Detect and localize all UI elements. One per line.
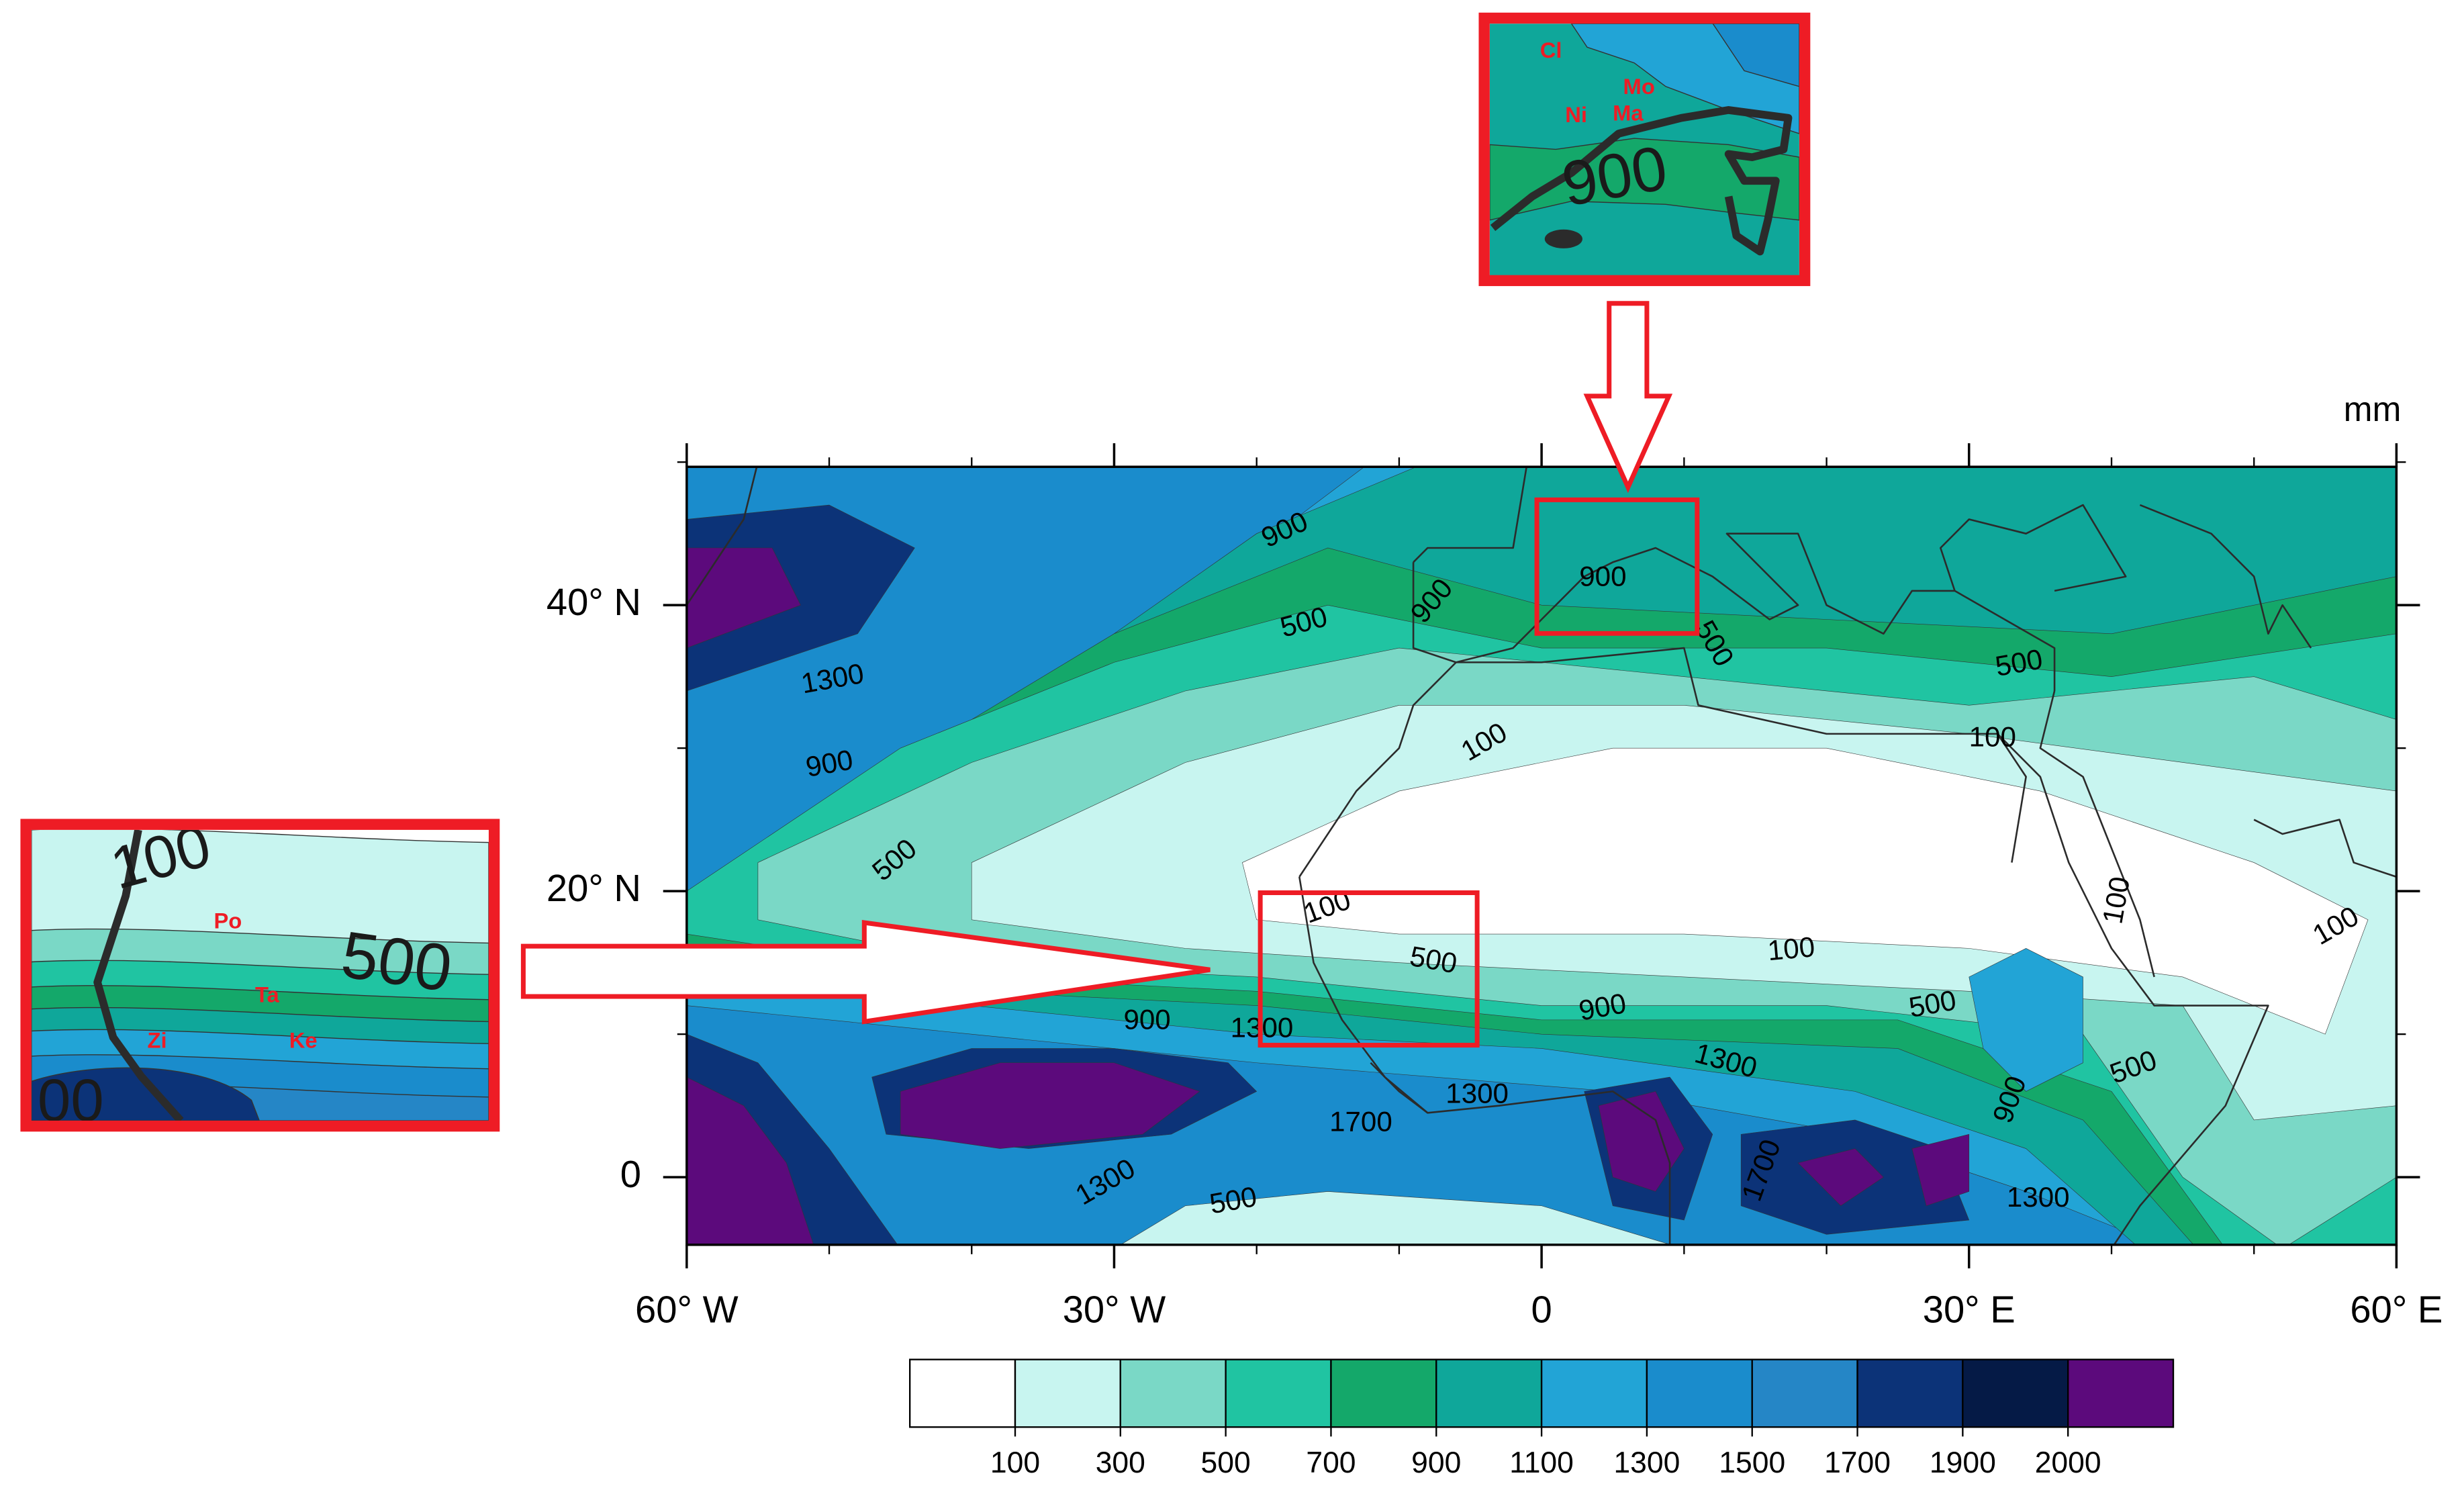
- coastline: [1940, 505, 2126, 591]
- contour-fill: [686, 1077, 815, 1245]
- contour-fill: [686, 548, 801, 648]
- coastline: [1299, 877, 1670, 1249]
- coastline: [1413, 462, 1527, 562]
- colorbar-label: 100: [990, 1446, 1040, 1479]
- inset-fill: [31, 1067, 260, 1121]
- arrow-down: [1583, 301, 1673, 494]
- colorbar-box: [1646, 1358, 1753, 1428]
- inset-fill: [1712, 24, 1799, 87]
- contour-fill: [1912, 1134, 1969, 1205]
- inset-north-frame: [1478, 12, 1811, 287]
- colorbar-box: [1014, 1358, 1121, 1428]
- colorbar-box: [1962, 1358, 2069, 1428]
- y-tick-label: 20° N: [547, 867, 641, 909]
- colorbar-label: 1700: [1824, 1446, 1891, 1479]
- colorbar-label: 900: [1411, 1446, 1461, 1479]
- contour-label: 100: [1766, 931, 1816, 966]
- colorbar-box: [2067, 1358, 2175, 1428]
- arrow-right: [520, 919, 1211, 1025]
- place-label: Ke: [289, 1028, 318, 1053]
- x-tick-label: 30° E: [1923, 1288, 2016, 1330]
- colorbar-label: 300: [1096, 1446, 1145, 1479]
- place-label: Ta: [255, 982, 280, 1007]
- inset-contour-label: 500: [337, 917, 457, 1006]
- x-tick-label: 60° E: [2350, 1288, 2443, 1330]
- contour-label: 500: [1407, 940, 1459, 979]
- place-label: Ma: [1613, 101, 1644, 126]
- colorbar-box: [1119, 1358, 1227, 1428]
- colorbar-box: [1225, 1358, 1332, 1428]
- colorbar-label: 2000: [2035, 1446, 2101, 1479]
- inset-west-frame: [20, 819, 500, 1132]
- map-projection: [686, 462, 2397, 1249]
- contour-fill: [1798, 1149, 1883, 1206]
- contour-fill: [1114, 1191, 1684, 1245]
- coastline: [2140, 505, 2311, 648]
- colorbar-box: [1435, 1358, 1543, 1428]
- colorbar-label: 1100: [1509, 1446, 1574, 1479]
- colorbar-box: [1856, 1358, 1964, 1428]
- inset-contour-label: 00: [38, 1066, 104, 1133]
- colorbar-label: 1300: [1613, 1446, 1680, 1479]
- contour-label: 1700: [1329, 1106, 1392, 1137]
- coastline: [687, 462, 758, 605]
- colorbar-box: [909, 1358, 1016, 1428]
- colorbar-label: 1900: [1930, 1446, 1996, 1479]
- place-label: Po: [214, 909, 242, 933]
- coastline: [1997, 734, 2026, 863]
- contour-label: 900: [1123, 1004, 1170, 1035]
- zoom-box-west: [1258, 890, 1480, 1048]
- inset-coast: [93, 829, 184, 1121]
- inset-coast: [1544, 229, 1582, 248]
- place-label: Cl: [1540, 38, 1562, 62]
- colorbar-label: 700: [1306, 1446, 1356, 1479]
- coastline: [1413, 534, 2054, 691]
- coastline: [2040, 691, 2154, 977]
- colorbar: 100 300 500 700 900 1100 1300 1500 1700 1900 2000: [909, 1358, 2175, 1479]
- colorbar-label: 1500: [1719, 1446, 1785, 1479]
- contour-label: 900: [1579, 561, 1626, 592]
- colorbar-box: [1540, 1358, 1648, 1428]
- y-tick-label: 40° N: [547, 581, 641, 623]
- colorbar-box: [1330, 1358, 1437, 1428]
- contour-label: 1300: [2007, 1181, 2070, 1213]
- coastline: [1299, 648, 2268, 1249]
- zoom-box-north: [1534, 497, 1700, 636]
- unit-label: mm: [2344, 389, 2402, 428]
- x-tick-label: 60° W: [635, 1288, 739, 1330]
- contour-label: 1300: [1446, 1078, 1509, 1109]
- contour-fill: [1969, 948, 2083, 1091]
- y-tick-label: 0: [620, 1153, 641, 1195]
- colorbar-box: [1751, 1358, 1858, 1428]
- place-label: Zi: [148, 1028, 167, 1053]
- place-label: Mo: [1623, 74, 1655, 99]
- contour-fill: [1242, 748, 2368, 1034]
- contour-fill: [900, 1063, 1200, 1149]
- coastline: [1370, 1063, 1427, 1113]
- inset-coast: [1490, 106, 1793, 256]
- x-tick-label: 0: [1531, 1288, 1552, 1330]
- colorbar-label: 500: [1201, 1446, 1251, 1479]
- place-label: Ni: [1565, 102, 1587, 127]
- coastline: [2254, 820, 2396, 877]
- x-tick-label: 30° W: [1063, 1288, 1166, 1330]
- contour-label: 100: [1969, 720, 2016, 752]
